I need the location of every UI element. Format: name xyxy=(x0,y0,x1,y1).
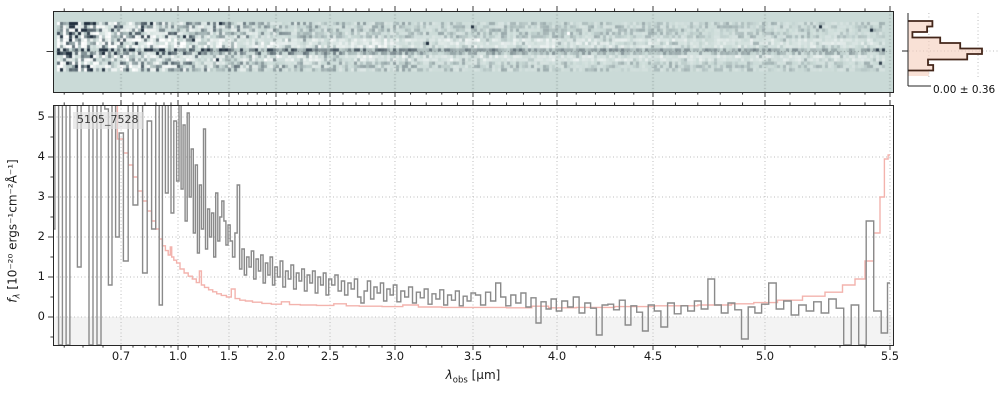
x-axis-label: λobs [μm] xyxy=(446,368,501,385)
x-tick-label: 3.0 xyxy=(385,349,405,363)
x-tick-label: 2.0 xyxy=(266,349,286,363)
y-tick-label: 1 xyxy=(37,269,45,283)
x-tick-label: 0.7 xyxy=(111,349,131,363)
y-axis-label-rest: [10⁻²⁰ ergs⁻¹cm⁻²Å⁻¹] xyxy=(5,159,20,294)
x-tick-label: 4.5 xyxy=(643,349,663,363)
histogram-stat-label: 0.00 ± 0.36 xyxy=(933,84,996,96)
histogram-fill xyxy=(908,21,982,76)
y-tick-label: 4 xyxy=(37,149,45,163)
y-tick-label: 0 xyxy=(37,309,45,323)
y-tick-label: 2 xyxy=(37,229,45,243)
x-tick-label: 3.5 xyxy=(463,349,483,363)
histogram-outline xyxy=(908,20,983,72)
2d-spectrum-image xyxy=(53,11,893,92)
x-axis-label-lambda: λ xyxy=(445,368,453,382)
x-tick-label: 1.0 xyxy=(168,349,188,363)
x-axis-label-sub: obs xyxy=(452,375,468,386)
y-tick-label: 3 xyxy=(37,189,45,203)
x-tick-label: 5.5 xyxy=(880,349,900,363)
pixel-histogram xyxy=(902,13,999,87)
axis-ticks xyxy=(46,6,891,350)
x-tick-label: 2.5 xyxy=(320,349,340,363)
panel-spines xyxy=(53,11,894,346)
y-axis-label-f: f xyxy=(5,298,20,303)
flux-line xyxy=(53,105,890,345)
y-axis-label-sub: λ xyxy=(12,293,23,299)
source-id-label: 5105_7528 xyxy=(73,112,143,129)
y-tick-label: 5 xyxy=(37,109,45,123)
x-tick-label: 4.0 xyxy=(547,349,567,363)
gridlines xyxy=(53,105,893,345)
below-zero-band xyxy=(53,317,893,345)
x-tick-label: 1.5 xyxy=(219,349,239,363)
x-tick-label: 5.0 xyxy=(755,349,775,363)
x-axis-label-unit: [μm] xyxy=(467,368,501,382)
